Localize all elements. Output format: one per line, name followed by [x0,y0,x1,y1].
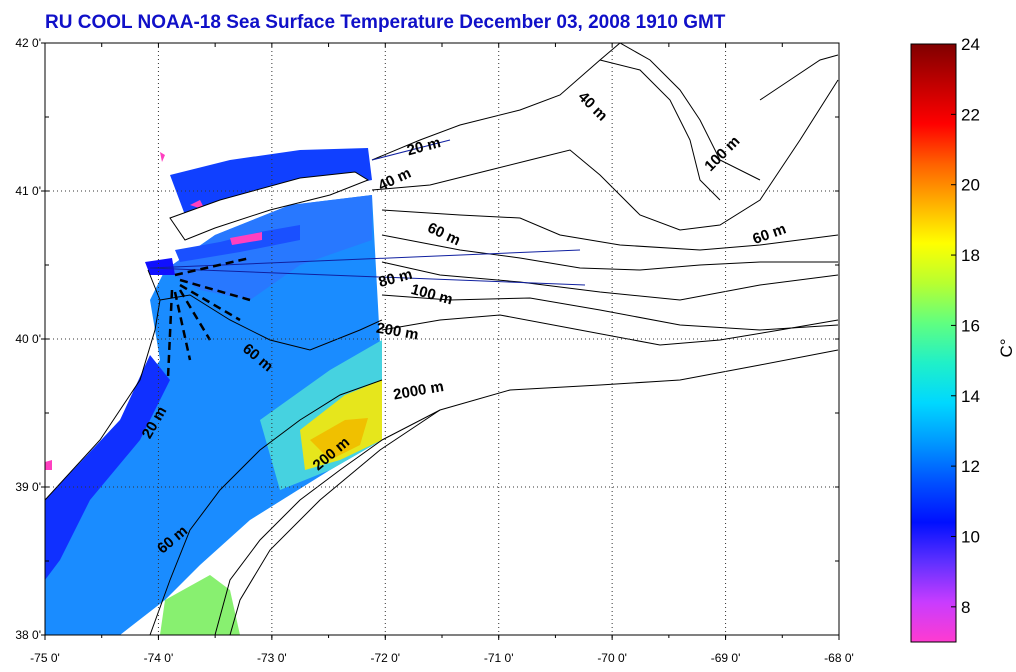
isobath-contours [45,43,839,635]
colorbar-tick-label: 22 [961,105,980,124]
graticule-grid [45,43,839,635]
colorbar-tick-label: 20 [961,176,980,195]
colorbar: 24 22 20 18 16 14 12 10 8 C° [910,35,1016,643]
x-tick-label: -75 0' [30,651,60,665]
isobath-label: 40 m [575,88,611,124]
colorbar-ticks: 24 22 20 18 16 14 12 10 8 [951,35,980,617]
colorbar-tick-label: 14 [961,387,980,406]
colorbar-tick-label: 8 [961,598,970,617]
colorbar-tick-label: 10 [961,527,980,546]
colorbar-tick-label: 18 [961,246,980,265]
map-plot [45,43,839,635]
dashed-radials [166,256,251,379]
x-tick-label: -70 0' [597,651,627,665]
isobath-label: 80 m [377,266,414,291]
y-tick-label: 39 0' [15,480,41,494]
colorbar-tick-label: 16 [961,316,980,335]
x-tick-label: -73 0' [257,651,287,665]
x-tick-label: -74 0' [144,651,174,665]
y-tick-label: 41 0' [15,184,41,198]
y-tick-label: 42 0' [15,36,41,50]
long-island [169,171,370,241]
x-tick-label: -69 0' [711,651,741,665]
x-tick-label: -71 0' [484,651,514,665]
x-axis-ticks: -75 0' -74 0' -73 0' -72 0' -71 0' -70 0' -69 … [30,43,854,665]
isobath-label: 20 m [405,134,442,159]
isobath-label: 2000 m [392,378,445,404]
colorbar-tick-label: 24 [961,35,980,54]
sst-swath [45,148,382,635]
isobath-label: 100 m [409,281,454,308]
x-tick-label: -72 0' [370,651,400,665]
isobath-label: 200 m [375,320,420,344]
x-tick-label: -68 0' [824,651,854,665]
transect-lines [149,139,586,286]
colorbar-tick-label: 12 [961,457,980,476]
colorbar-ramp [910,43,957,643]
y-axis-ticks: 42 0' 41 0' 40 0' 39 0' 38 0' [15,36,839,642]
colorbar-unit-label: C° [997,338,1016,357]
y-tick-label: 38 0' [15,628,41,642]
y-tick-label: 40 0' [15,332,41,346]
figure-title: RU COOL NOAA-18 Sea Surface Temperature … [45,12,726,33]
isobath-label: 40 m [376,165,414,195]
